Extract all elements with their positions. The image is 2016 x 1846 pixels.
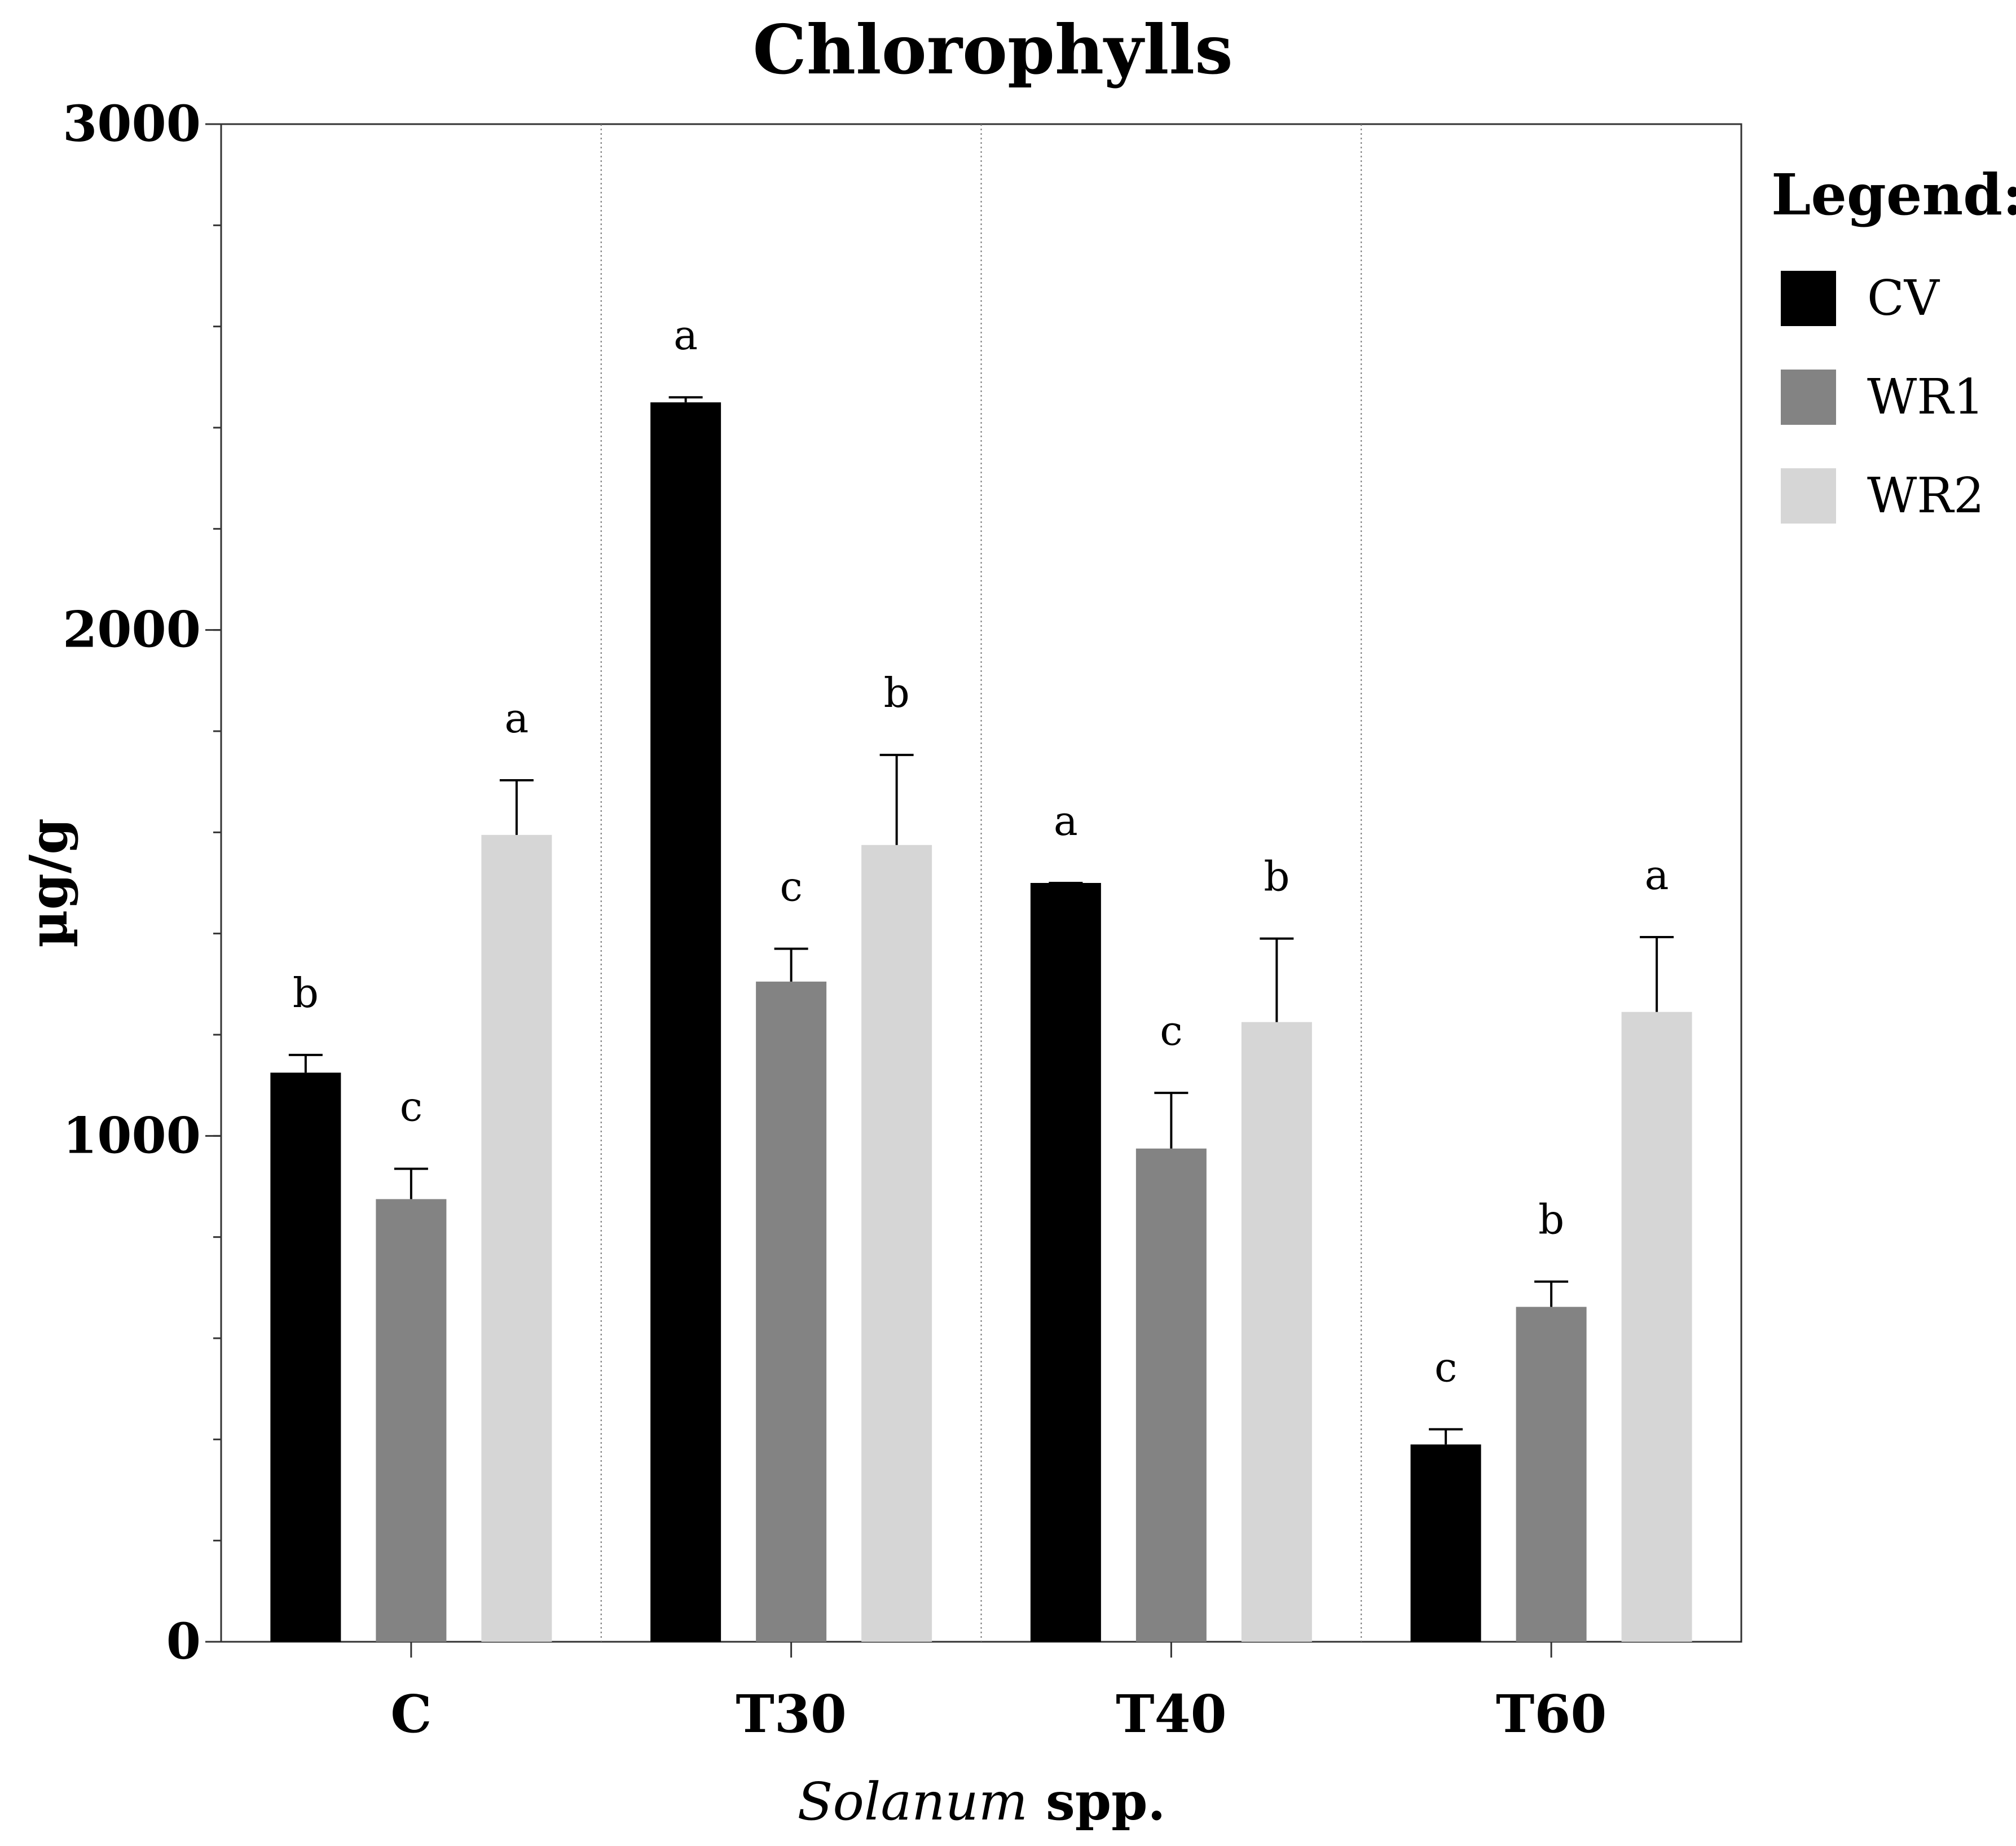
bar — [481, 834, 552, 1642]
bar — [270, 1073, 341, 1642]
x-tick-label: T40 — [1116, 1684, 1227, 1744]
significance-letter: b — [1264, 853, 1289, 900]
legend-swatch — [1781, 370, 1836, 425]
bar — [1410, 1444, 1481, 1642]
legend-title: Legend: — [1771, 161, 2016, 228]
bar — [1030, 883, 1101, 1642]
significance-letter: a — [674, 311, 698, 359]
group-separators — [600, 124, 1362, 1642]
legend-swatch — [1781, 468, 1836, 524]
legend-label: CV — [1867, 270, 1940, 327]
legend: CV WR1 WR2 — [1781, 270, 1984, 524]
bars: b c a a c b a c b c b a — [270, 311, 1692, 1642]
bar — [1621, 1012, 1692, 1642]
significance-letter: c — [1160, 1007, 1182, 1054]
bar — [650, 402, 721, 1642]
bar — [1516, 1307, 1587, 1642]
bar — [756, 981, 827, 1642]
x-tick-label: T30 — [736, 1684, 847, 1744]
significance-letter: a — [504, 695, 529, 742]
x-axis-label: Solanum spp. — [798, 1771, 1166, 1832]
significance-letter: c — [400, 1083, 422, 1131]
legend-label: WR1 — [1867, 369, 1984, 425]
x-axis-label-suffix: spp. — [1028, 1771, 1166, 1832]
y-tick-label: 0 — [166, 1612, 201, 1671]
significance-letter: b — [884, 669, 910, 717]
legend-swatch — [1781, 271, 1836, 326]
y-tick-label: 2000 — [63, 600, 201, 659]
significance-letter: b — [293, 969, 319, 1017]
significance-letter: a — [1054, 797, 1078, 845]
x-tick-label: T60 — [1496, 1684, 1607, 1744]
x-tick-label: C — [390, 1684, 432, 1744]
legend-label: WR2 — [1867, 468, 1984, 524]
y-tick-label: 1000 — [63, 1106, 201, 1164]
bar — [861, 845, 932, 1642]
bar — [376, 1199, 447, 1642]
y-axis-ticks: 0 1000 2000 3000 — [63, 94, 221, 1671]
significance-letter: b — [1538, 1196, 1564, 1243]
chart-title: Chlorophylls — [752, 10, 1233, 90]
significance-letter: c — [780, 863, 802, 911]
y-tick-label: 3000 — [63, 94, 201, 153]
significance-letter: c — [1434, 1343, 1457, 1391]
y-axis-label: µg/g — [18, 818, 79, 948]
x-axis-label-genus: Solanum — [798, 1772, 1028, 1832]
bar — [1241, 1022, 1312, 1642]
significance-letter: a — [1645, 851, 1669, 899]
bar — [1135, 1148, 1207, 1642]
x-axis-categories: C T30 T40 T60 — [390, 1642, 1606, 1744]
y-axis-minor-ticks — [213, 123, 221, 1643]
